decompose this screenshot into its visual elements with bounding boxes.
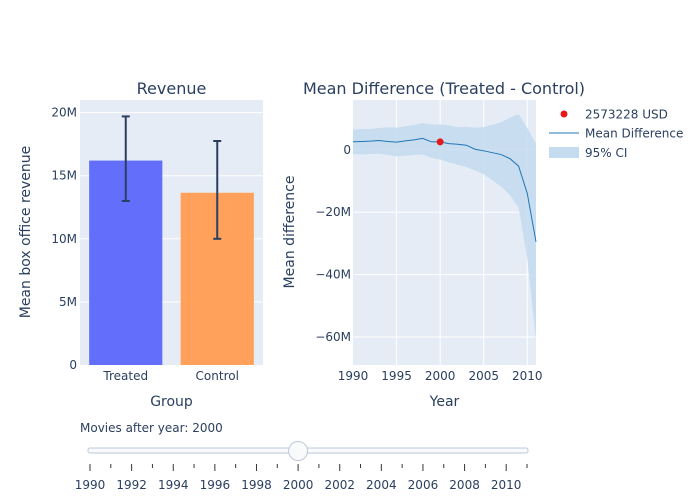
- slider-tick-label: 1996: [200, 478, 231, 492]
- slider-tick-label: 1990: [75, 478, 106, 492]
- legend-item-mean-difference[interactable]: Mean Difference: [549, 127, 683, 141]
- difference-plot-line: [352, 137, 537, 242]
- legend-item-highlight[interactable]: 2573228 USD: [560, 108, 668, 122]
- difference-plot-x-tick-label: 2005: [468, 369, 499, 383]
- difference-plot-x-tick-label: 2010: [512, 369, 543, 383]
- difference-plot-x-tick-label: 2000: [425, 369, 456, 383]
- slider-ticks: 1990 1992 1994 1996 1998 2000 2002 2004 2006 2008…: [75, 464, 528, 492]
- slider-tick-label: 2000: [283, 478, 314, 492]
- bar-plot-y-tick-label: 5M: [59, 295, 77, 309]
- slider-tick-label: 1992: [116, 478, 147, 492]
- slider-tick-label: 2010: [491, 478, 522, 492]
- slider-tick-label: 2006: [408, 478, 439, 492]
- slider-tick-label: 2008: [449, 478, 480, 492]
- legend-marker-ci: [549, 147, 579, 158]
- legend-marker-highlight: [560, 110, 568, 118]
- slider-tick-label: 2002: [324, 478, 355, 492]
- bar-plot-y-ticks: 0 5M 10M 15M 20M: [51, 106, 77, 372]
- slider-current-value-label: Movies after year: 2000: [80, 421, 223, 435]
- year-slider[interactable]: Movies after year: 2000 1990 1992 1994 1996…: [75, 421, 529, 492]
- slider-tick-label: 2004: [366, 478, 397, 492]
- bar-plot-error-bars: [121, 115, 222, 240]
- bar-plot-y-axis-title: Mean box office revenue: [18, 146, 34, 319]
- legend-label-highlight: 2573228 USD: [585, 108, 668, 122]
- slider-handle[interactable]: [288, 441, 309, 461]
- bar-plot-y-tick-label: 10M: [51, 232, 77, 246]
- bar-plot-x-axis-title: Group: [150, 394, 193, 410]
- difference-plot-title: Mean Difference (Treated - Control): [303, 79, 585, 98]
- difference-plot-y-axis-title: Mean difference: [282, 176, 298, 289]
- difference-plot-y-tick-label: −20M: [315, 205, 351, 219]
- mean-difference-line[interactable]: [352, 137, 537, 242]
- legend-label-mean-difference: Mean Difference: [585, 127, 683, 141]
- highlight-point-marker[interactable]: [436, 138, 444, 146]
- slider-tick-label: 1994: [158, 478, 189, 492]
- bar-plot-y-tick-label: 0: [69, 358, 77, 372]
- bar-plot-title: Revenue: [137, 79, 207, 98]
- difference-plot-highlight-point: [436, 138, 444, 146]
- difference-plot-y-tick-label: −60M: [315, 330, 351, 344]
- bar-plot-y-tick-label: 20M: [51, 106, 77, 120]
- legend-label-ci: 95% CI: [585, 146, 627, 160]
- ci-band-area: [353, 114, 536, 341]
- difference-plot-x-ticks: 1990 1995 2000 2005 2010: [338, 369, 543, 383]
- difference-plot-y-tick-label: −40M: [315, 268, 351, 282]
- difference-plot-y-tick-label: 0: [343, 143, 351, 157]
- slider-tick-label: 1998: [241, 478, 272, 492]
- difference-plot-x-axis-title: Year: [429, 394, 460, 410]
- difference-plot-ci-band: [353, 114, 536, 341]
- bar-plot-x-tick-label: Treated: [102, 369, 148, 383]
- legend: 2573228 USD Mean Difference 95% CI: [549, 108, 683, 160]
- difference-plot-x-tick-label: 1995: [381, 369, 412, 383]
- legend-item-ci[interactable]: 95% CI: [549, 146, 627, 160]
- difference-plot-x-tick-label: 1990: [338, 369, 369, 383]
- bar-plot-y-tick-label: 15M: [51, 169, 77, 183]
- difference-plot-y-ticks: 0 −20M −40M −60M: [315, 143, 351, 344]
- bar-plot-x-tick-label: Control: [196, 369, 239, 383]
- bar-plot-x-ticks: Treated Control: [102, 369, 239, 383]
